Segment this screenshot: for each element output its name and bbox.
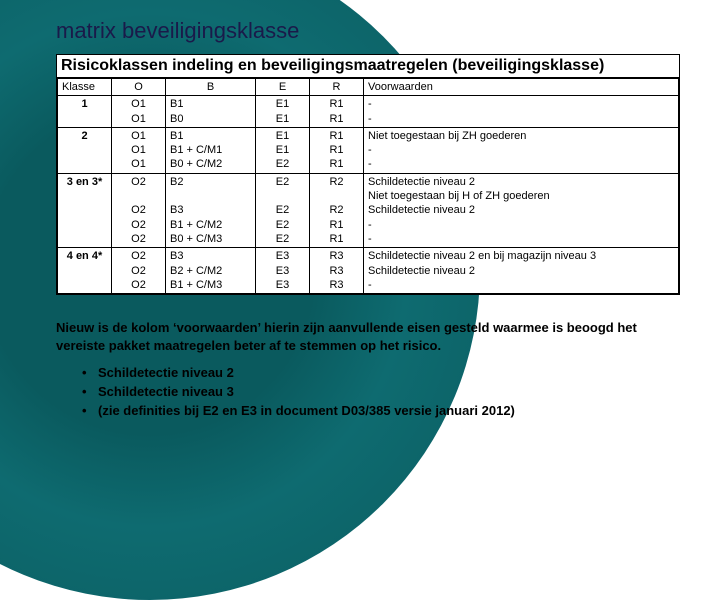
list-item: • Schildetectie niveau 2 [82,364,680,383]
list-item: • Schildetectie niveau 3 [82,383,680,402]
bullet-text: Schildetectie niveau 3 [98,383,234,402]
cell-b: B2 B3 B1 + C/M2 B0 + C/M3 [166,173,256,247]
cell-v: Schildetectie niveau 2 Niet toegestaan b… [364,173,679,247]
cell-klasse: 2 [58,127,112,173]
table-row: 3 en 3* O2 O2 O2 O2 B2 B3 B1 + C/M2 B0 +… [58,173,679,247]
cell-klasse: 1 [58,96,112,128]
bullet-text: (zie definities bij E2 en E3 in document… [98,402,515,421]
col-header-b: B [166,79,256,96]
bullet-list: • Schildetectie niveau 2 • Schildetectie… [56,364,680,421]
cell-o: O1 O1 [112,96,166,128]
col-header-e: E [256,79,310,96]
table-row: 1 O1 O1 B1 B0 E1 E1 R1 R1 - - [58,96,679,128]
cell-o: O1 O1 O1 [112,127,166,173]
cell-r: R3 R3 R3 [310,248,364,294]
cell-v: Schildetectie niveau 2 en bij magazijn n… [364,248,679,294]
col-header-r: R [310,79,364,96]
cell-v: Niet toegestaan bij ZH goederen - - [364,127,679,173]
table-caption: Risicoklassen indeling en beveiligingsma… [57,55,679,78]
list-item: • (zie definities bij E2 en E3 in docume… [82,402,680,421]
cell-klasse: 3 en 3* [58,173,112,247]
slide-content: matrix beveiligingsklasse Risicoklassen … [0,0,720,305]
bullet-dot: • [82,402,98,421]
bullet-text: Schildetectie niveau 2 [98,364,234,383]
table-row: 2 O1 O1 O1 B1 B1 + C/M1 B0 + C/M2 E1 E1 … [58,127,679,173]
table-row: 4 en 4* O2 O2 O2 B3 B2 + C/M2 B1 + C/M3 … [58,248,679,294]
explanatory-paragraph: Nieuw is de kolom ‘voorwaarden’ hierin z… [56,319,680,354]
cell-r: R1 R1 R1 [310,127,364,173]
cell-e: E3 E3 E3 [256,248,310,294]
cell-b: B1 B0 [166,96,256,128]
cell-r: R2 R2 R1 R1 [310,173,364,247]
bullet-dot: • [82,383,98,402]
matrix-table-wrap: Risicoklassen indeling en beveiligingsma… [56,54,680,295]
cell-e: E1 E1 [256,96,310,128]
cell-b: B1 B1 + C/M1 B0 + C/M2 [166,127,256,173]
table-header-row: Klasse O B E R Voorwaarden [58,79,679,96]
col-header-o: O [112,79,166,96]
below-content: Nieuw is de kolom ‘voorwaarden’ hierin z… [0,305,720,431]
col-header-klasse: Klasse [58,79,112,96]
cell-klasse: 4 en 4* [58,248,112,294]
cell-o: O2 O2 O2 [112,248,166,294]
matrix-table: Klasse O B E R Voorwaarden 1 O1 O1 B1 B0… [57,78,679,294]
cell-b: B3 B2 + C/M2 B1 + C/M3 [166,248,256,294]
cell-e: E1 E1 E2 [256,127,310,173]
col-header-v: Voorwaarden [364,79,679,96]
page-title: matrix beveiligingsklasse [56,18,680,44]
cell-o: O2 O2 O2 O2 [112,173,166,247]
cell-e: E2 E2 E2 E2 [256,173,310,247]
bullet-dot: • [82,364,98,383]
cell-r: R1 R1 [310,96,364,128]
cell-v: - - [364,96,679,128]
